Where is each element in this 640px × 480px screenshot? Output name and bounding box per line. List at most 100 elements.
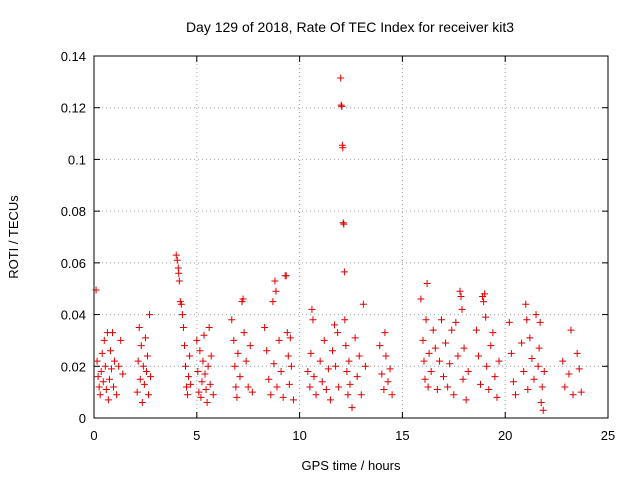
data-point	[482, 313, 490, 321]
y-tick-label: 0.06	[61, 256, 86, 271]
data-point	[332, 362, 340, 370]
data-point	[228, 316, 236, 324]
data-point	[384, 378, 392, 386]
data-point	[575, 365, 583, 373]
data-point	[181, 362, 189, 370]
data-point	[419, 336, 427, 344]
data-point	[495, 357, 503, 365]
data-point	[423, 280, 431, 288]
data-point	[273, 383, 281, 391]
data-point	[322, 386, 330, 394]
grid-lines	[94, 56, 608, 418]
data-point	[207, 352, 215, 360]
data-point	[440, 373, 448, 381]
data-point	[444, 383, 452, 391]
data-point	[185, 373, 193, 381]
data-point	[437, 316, 445, 324]
data-point	[194, 367, 202, 375]
data-point	[509, 378, 517, 386]
data-point	[528, 355, 536, 363]
data-point	[187, 380, 195, 388]
data-point	[507, 349, 515, 357]
data-point	[96, 391, 104, 399]
data-point	[420, 357, 428, 365]
data-point	[472, 326, 480, 334]
data-point	[232, 383, 240, 391]
y-tick-label: 0.08	[61, 204, 86, 219]
data-point	[518, 339, 526, 347]
data-point	[282, 272, 290, 280]
data-point	[236, 373, 244, 381]
data-point	[102, 386, 110, 394]
data-point	[338, 102, 346, 110]
data-points	[92, 74, 585, 414]
data-point	[464, 367, 472, 375]
data-point	[239, 295, 247, 303]
data-point	[135, 324, 143, 331]
data-point	[267, 391, 275, 399]
data-point	[331, 321, 339, 329]
data-point	[246, 342, 254, 350]
data-point	[425, 349, 433, 357]
data-point	[284, 352, 292, 360]
data-point	[172, 251, 180, 259]
data-point	[481, 290, 489, 298]
data-point	[115, 362, 123, 370]
data-point	[312, 391, 320, 399]
data-point	[346, 380, 354, 388]
data-point	[110, 383, 118, 391]
data-point	[279, 393, 287, 401]
data-point	[524, 386, 532, 394]
data-point	[180, 342, 188, 350]
data-point	[197, 393, 205, 401]
y-tick-label: 0.04	[61, 308, 86, 323]
data-point	[535, 344, 543, 352]
data-point	[178, 311, 186, 319]
data-point	[334, 329, 342, 337]
data-point	[242, 357, 250, 365]
data-point	[421, 375, 429, 383]
data-point	[306, 383, 314, 391]
data-point	[204, 362, 212, 370]
data-point	[147, 373, 155, 381]
data-point	[337, 101, 345, 109]
data-point	[538, 383, 546, 391]
data-point	[146, 311, 154, 319]
data-point	[113, 391, 121, 399]
y-tick-label: 0	[79, 411, 86, 426]
data-point	[424, 383, 432, 391]
data-point	[310, 373, 318, 381]
plot-frame	[93, 55, 609, 419]
data-point	[361, 362, 369, 370]
data-point	[233, 393, 241, 401]
data-point	[186, 352, 194, 360]
data-point	[244, 383, 252, 391]
data-point	[452, 318, 460, 326]
data-point	[342, 342, 350, 350]
data-point	[359, 300, 367, 308]
data-point	[304, 367, 312, 375]
data-point	[308, 305, 316, 313]
data-point	[485, 386, 493, 394]
data-point	[328, 347, 336, 355]
data-point	[520, 367, 528, 375]
data-point	[339, 219, 347, 227]
data-point	[272, 287, 280, 295]
data-point	[536, 318, 544, 326]
data-point	[199, 357, 207, 365]
data-point	[429, 326, 437, 334]
data-point	[577, 388, 585, 396]
data-point	[435, 357, 443, 365]
data-point	[458, 305, 466, 313]
data-point	[534, 362, 542, 370]
data-point	[286, 334, 294, 342]
data-point	[450, 391, 458, 399]
x-tick-label: 20	[498, 428, 512, 443]
data-point	[106, 347, 114, 355]
data-point	[307, 349, 315, 357]
data-point	[105, 375, 113, 383]
data-point	[335, 383, 343, 391]
axis-ticks: 0 5 10 15 20 25 0 0.02 0.04 0.06 0.08 0.1 0.12 0.14	[61, 49, 616, 443]
data-point	[337, 74, 345, 82]
data-point	[376, 342, 384, 350]
